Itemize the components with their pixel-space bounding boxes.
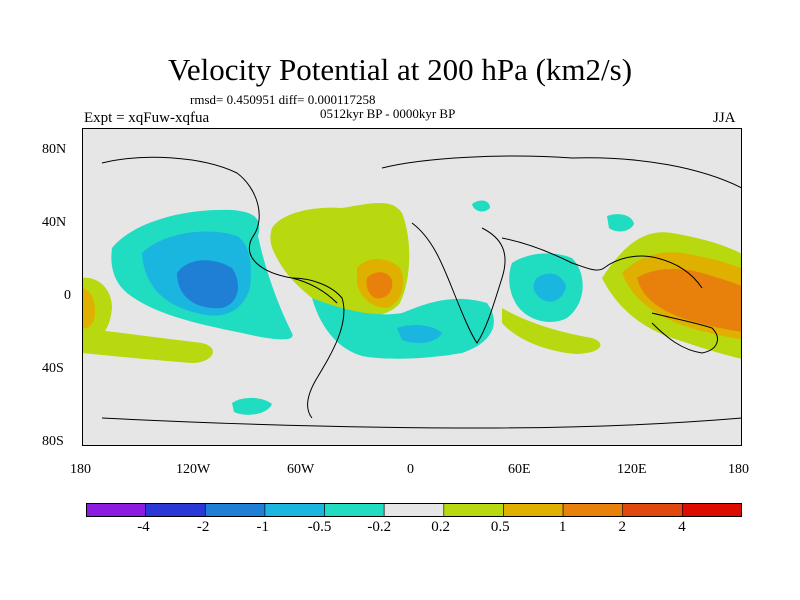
experiment-label: Expt = xqFuw-xqfua [84, 110, 210, 126]
stats-line: rmsd= 0.450951 diff= 0.000117258 [190, 92, 376, 107]
anomaly-arabian [607, 214, 634, 232]
lon-label-120w: 120W [176, 462, 211, 477]
lat-label-40s: 40S [42, 361, 64, 376]
colorbar-box [145, 503, 206, 517]
coastlines [101, 155, 742, 429]
lat-label-80n: 80N [42, 142, 67, 157]
lon-label-0: 0 [407, 462, 414, 477]
colorbar-label: 0.2 [431, 519, 450, 535]
map-frame [82, 128, 742, 446]
period-label: 0512kyr BP - 0000kyr BP [320, 106, 456, 121]
colorbar-label: -0.5 [307, 519, 332, 535]
anomaly-east-pacific-core [177, 260, 238, 309]
anomaly-date-line-west-core [82, 288, 95, 329]
world-map [82, 128, 742, 446]
colorbar-label: -4 [137, 519, 150, 535]
lon-label-60e: 60E [508, 462, 531, 477]
season-label: JJA [713, 110, 736, 126]
anomaly-maritime-continent [637, 268, 742, 332]
colorbar-label: 0.5 [490, 519, 510, 535]
colorbar-label: 2 [618, 519, 627, 535]
anomaly-europe [472, 200, 490, 212]
lon-label-180w: 180 [70, 462, 91, 477]
lat-label-0: 0 [64, 288, 71, 303]
colorbar-box [562, 503, 624, 517]
colorbar [86, 503, 742, 517]
anomaly-west-africa-core [366, 272, 393, 299]
chart-title: Velocity Potential at 200 hPa (km2/s) [167, 52, 633, 87]
lon-label-180e: 180 [728, 462, 749, 477]
lon-label-120e: 120E [617, 462, 647, 477]
anomaly-southern-ocean [232, 397, 272, 415]
colorbar-label: -2 [196, 519, 210, 535]
colorbar-box [383, 503, 445, 517]
colorbar-box [324, 503, 385, 517]
lon-label-60w: 60W [287, 462, 315, 477]
anomaly-south-pacific [82, 328, 213, 363]
colorbar-box [443, 503, 504, 517]
colorbar-box [204, 503, 266, 517]
colorbar-box [86, 503, 146, 517]
colorbar-frame [86, 503, 742, 517]
colorbar-box [264, 503, 325, 517]
lat-label-80s: 80S [42, 434, 64, 449]
lat-label-40n: 40N [42, 215, 67, 230]
anomaly-south-atlantic-core [397, 325, 442, 344]
colorbar-label: 1 [558, 519, 567, 535]
colorbar-box [682, 503, 742, 517]
colorbar-box [503, 503, 564, 517]
colorbar-label: -0.2 [367, 519, 392, 535]
anomaly-south-indian [502, 308, 601, 354]
colorbar-box [622, 503, 683, 517]
colorbar-label: 4 [678, 519, 686, 535]
anomaly-indian-ocean-core [533, 273, 566, 302]
colorbar-label: -1 [256, 519, 270, 535]
